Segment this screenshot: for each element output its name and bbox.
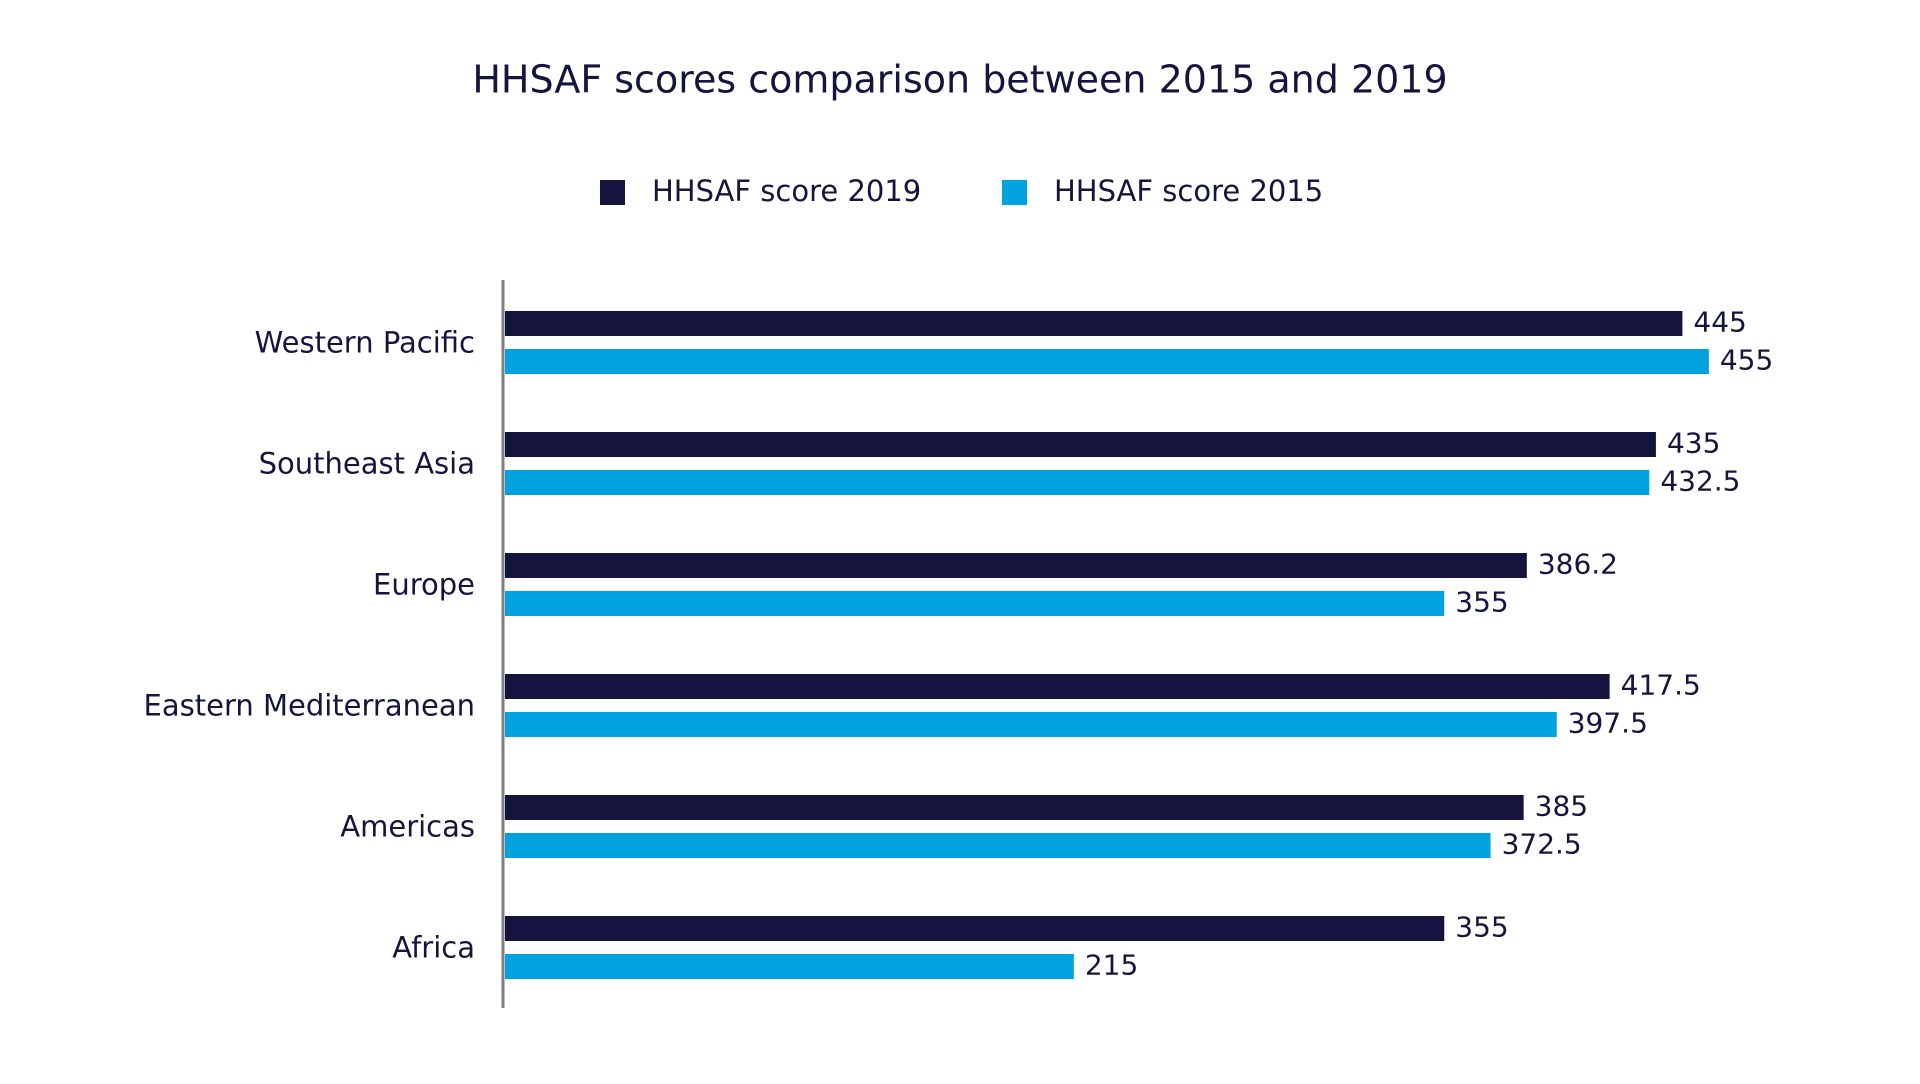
legend-label: HHSAF score 2015 (1054, 174, 1323, 208)
bar (505, 591, 1445, 616)
bar (505, 795, 1524, 820)
data-label: 417.5 (1621, 669, 1701, 702)
data-label: 435 (1667, 427, 1720, 460)
y-tick-label: Europe (373, 568, 475, 602)
data-label: 445 (1693, 306, 1746, 339)
data-label: 355 (1455, 586, 1508, 619)
bar (505, 712, 1557, 737)
bar (505, 674, 1610, 699)
bar (505, 916, 1445, 941)
bar (505, 470, 1650, 495)
y-tick-label: Americas (340, 810, 475, 844)
data-label: 397.5 (1568, 707, 1648, 740)
legend-label: HHSAF score 2019 (652, 174, 921, 208)
bar (505, 553, 1527, 578)
data-label: 385 (1535, 790, 1588, 823)
y-tick-label: Africa (392, 931, 475, 965)
legend-swatch (600, 180, 625, 205)
bar (505, 833, 1491, 858)
bar (505, 432, 1656, 457)
chart-title: HHSAF scores comparison between 2015 and… (472, 58, 1447, 102)
bar (505, 311, 1683, 336)
data-label: 215 (1085, 949, 1138, 982)
data-label: 386.2 (1538, 548, 1618, 581)
y-tick-label: Western Pacific (255, 326, 475, 360)
data-label: 355 (1455, 911, 1508, 944)
bar (505, 954, 1074, 979)
data-label: 432.5 (1660, 465, 1740, 498)
bar (505, 349, 1709, 374)
y-tick-label: Southeast Asia (259, 447, 475, 481)
y-tick-label: Eastern Mediterranean (144, 689, 475, 723)
legend-swatch (1002, 180, 1027, 205)
data-label: 455 (1720, 344, 1773, 377)
data-label: 372.5 (1502, 828, 1582, 861)
